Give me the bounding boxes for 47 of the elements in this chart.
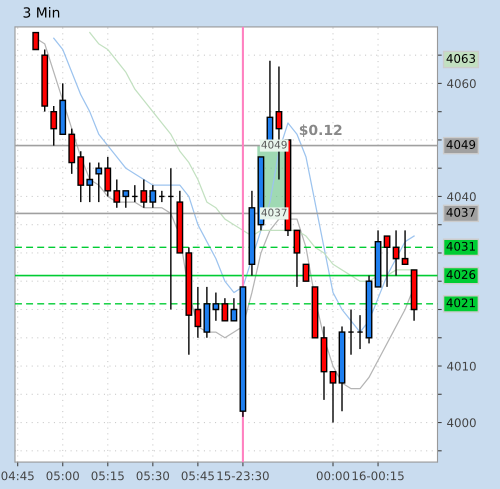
text: 4063: [446, 54, 476, 63]
candlestick: [95, 162, 102, 203]
candlestick: [294, 230, 300, 288]
x-tick-label: 05:45: [182, 471, 214, 480]
candlestick: [158, 190, 166, 203]
x-tick-label: 16-00:15: [352, 471, 404, 480]
ref-line-label: 4021: [446, 298, 475, 308]
candlestick: [131, 184, 138, 203]
candlestick: [122, 190, 130, 208]
line-series: [53, 38, 415, 333]
candlestick: [222, 298, 228, 322]
x-tick-label: 05:15: [92, 471, 124, 480]
candlestick: [384, 235, 390, 288]
y-tick-label: 4040: [447, 192, 476, 202]
candlestick: [140, 178, 148, 208]
candlestick: [402, 230, 408, 265]
candlestick: [32, 32, 40, 50]
candlestick: [86, 162, 94, 203]
chart-title: 3 Min: [24, 6, 60, 18]
ref-line-label: 4037: [446, 208, 475, 217]
candlestick: [149, 184, 156, 208]
candlestick: [194, 286, 202, 338]
y-tick-label: 4060: [447, 79, 476, 88]
annotation: $0.12: [300, 124, 342, 138]
y-tick-label: 4000: [447, 418, 476, 428]
x-tick-label: 04:45: [1, 471, 34, 480]
ref-line-label: 4049: [446, 140, 476, 150]
annotation: 4037: [261, 208, 287, 216]
x-tick-label: 15-23:30: [218, 471, 269, 480]
candlestick: [330, 370, 336, 424]
candlestick: [50, 105, 58, 146]
x-tick-label: 05:00: [46, 471, 79, 480]
ref-line-label: 4031: [446, 242, 475, 251]
ref-line-label: 4026: [446, 270, 476, 280]
candlestick: [167, 168, 174, 310]
candlestick: [212, 292, 220, 322]
candlestick: [356, 314, 364, 350]
candlestick: [348, 308, 354, 356]
candlestick: [104, 156, 112, 198]
annotation: 4049: [261, 140, 287, 149]
candlestick: [230, 298, 238, 322]
y-tick-label: 4010: [447, 362, 476, 371]
candlestick: [113, 178, 120, 208]
x-tick-label: 00:00: [316, 471, 350, 480]
candlestick: [392, 230, 400, 276]
candlestick: [302, 264, 310, 282]
x-tick-label: 05:30: [136, 471, 170, 480]
